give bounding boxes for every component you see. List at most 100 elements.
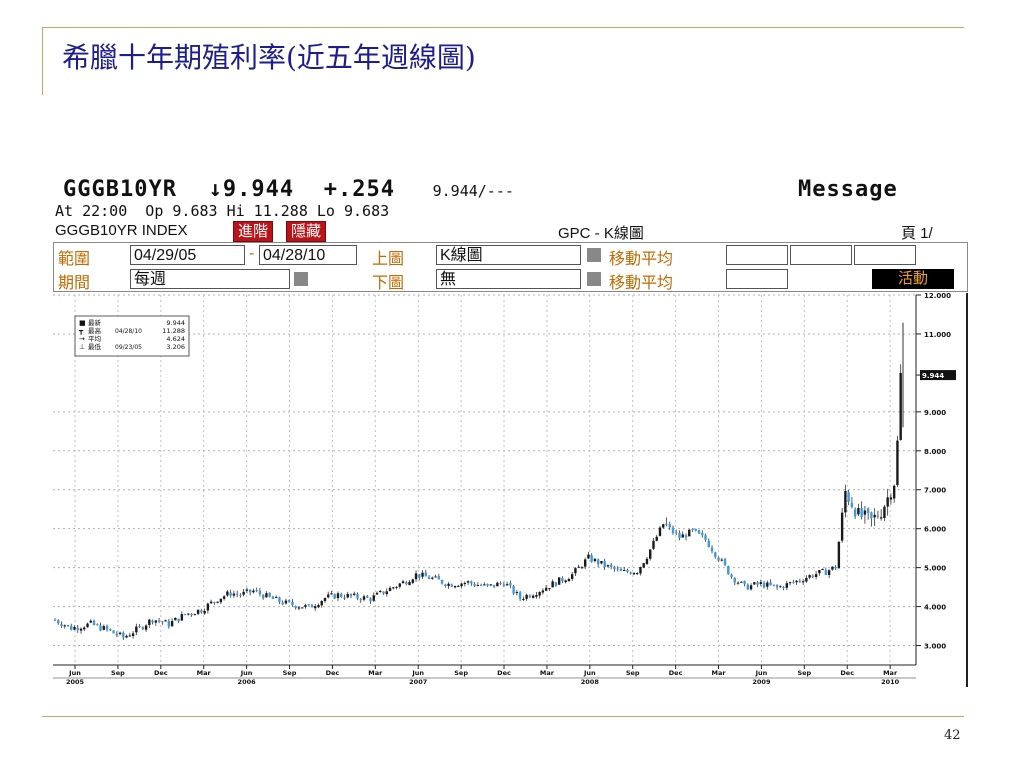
candle-body [766,582,769,587]
candle-body [886,497,889,507]
x-year-label: 2006 [238,678,257,686]
candle-body [837,541,841,569]
candle-body [102,626,105,630]
lower-chart-field[interactable]: 無 [436,269,581,289]
candle-body [203,610,206,614]
candle-body [613,566,616,570]
candle-body [609,564,613,567]
candle-body [222,596,226,599]
candle-body [278,597,281,603]
candle-body [522,599,525,601]
candle-body [873,514,876,518]
candle-body [349,593,353,596]
candle-body [83,627,86,630]
candle-body [655,536,658,541]
candle-body [707,540,710,548]
candle-body [857,507,860,515]
x-tick-label: Jun [583,669,596,677]
message-button[interactable]: Message [798,177,898,202]
range-end-field[interactable]: 04/28/10 [259,245,357,265]
candle-body [174,617,177,621]
candle-body [291,601,294,606]
candle-body [79,628,83,631]
legend-date: 04/28/10 [115,328,142,335]
candle-body [76,627,79,630]
x-tick-label: Dec [840,669,854,677]
candle-body [112,630,115,634]
legend-value: 9.944 [166,319,185,327]
candle-body [675,532,678,534]
candle-body [749,585,753,590]
range-separator: - [249,245,255,262]
x-tick-label: Sep [797,669,811,677]
price-change: +.254 [323,177,395,202]
period-field[interactable]: 每週 [130,269,290,289]
candle-body [463,582,467,584]
candle-body [196,609,200,614]
legend-label: 平均 [88,334,102,343]
candle-body [457,585,460,587]
candle-body [245,589,249,591]
upper-chart-field[interactable]: K線圖 [436,245,581,265]
candle-body [512,585,515,594]
candle-body [164,620,167,622]
y-tick-label: 5.000 [924,565,946,573]
moving-avg-field-2[interactable] [790,245,852,265]
candle-body [623,569,626,571]
candle-body [304,605,307,607]
candle-body [300,607,304,609]
top-rule [42,27,964,28]
candle-body [564,580,567,583]
candle-body [720,559,723,561]
candle-body [255,590,258,592]
moving-avg-field-1[interactable] [726,245,788,265]
forward-button[interactable]: 進階 [233,221,274,242]
candle-body [105,625,109,630]
candle-body [570,574,574,579]
candle-body [860,508,863,517]
candle-body [499,582,502,584]
chart-area: 12.000 11.000 9.944 9.000 8.000 7.000 6.000 5.0… [53,293,968,687]
candle-body [782,587,785,589]
x-year-label: 2005 [66,678,85,686]
candle-body [476,585,480,587]
candle-body [840,512,844,541]
candle-body [636,573,639,575]
candle-body [551,581,554,588]
range-start-field[interactable]: 04/29/05 [130,245,245,265]
candle-body [528,595,532,597]
moving-avg-field-4[interactable] [726,269,788,289]
hide-button[interactable]: 隱藏 [286,221,327,242]
candle-body [281,602,284,605]
candle-body [727,565,730,575]
period-dropdown-icon[interactable] [294,272,308,286]
lower-chart-dropdown-icon[interactable] [587,272,601,286]
candle-body [346,594,349,598]
moving-avg-field-3[interactable] [854,245,916,265]
candle-body [187,613,190,615]
candle-body [73,626,76,630]
y-tick-label: 12.000 [924,293,951,300]
candle-body [206,603,210,611]
y-tick-label: 6.000 [924,526,946,534]
candle-body [431,577,434,579]
legend-glyph: ■ [79,319,86,327]
candle-body [814,574,818,578]
candle-body [235,593,239,595]
candle-body [424,572,427,577]
candle-body [154,620,158,623]
candle-body [60,624,63,627]
candle-body [801,581,805,583]
candle-body [388,587,392,592]
upper-chart-dropdown-icon[interactable] [587,248,601,262]
candle-body [473,583,476,586]
x-tick-label: Dec [497,669,511,677]
activity-button[interactable]: 活動 [872,269,954,289]
candle-body [583,559,587,567]
x-tick-label: Jun [755,669,768,677]
candle-body [92,620,96,625]
x-tick-label: Mar [540,669,555,677]
legend-value: 4.624 [166,335,185,343]
candle-body [405,582,408,584]
candle-body [606,565,610,567]
